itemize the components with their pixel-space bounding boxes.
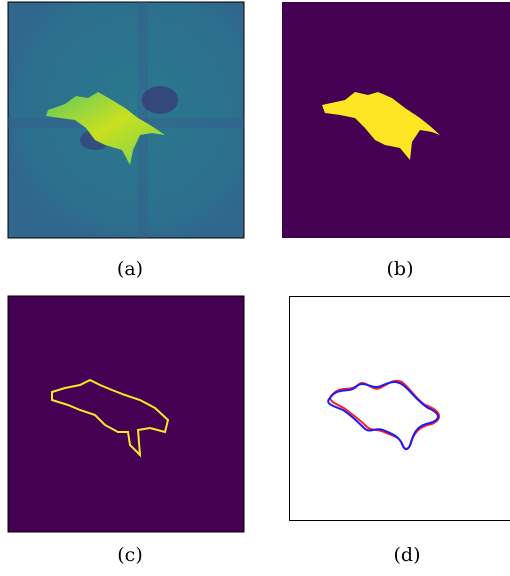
caption: (c) (117, 544, 142, 566)
caption: (a) (117, 258, 143, 280)
panel-c: (c) (8, 296, 244, 566)
image-c (8, 296, 244, 532)
image-d (290, 297, 510, 521)
caption: (b) (387, 258, 414, 280)
figure: (a) (b) (c) (d) (0, 0, 510, 576)
caption: (d) (394, 544, 421, 566)
panel-d: (d) (290, 297, 510, 567)
panel-b: (b) (282, 2, 510, 280)
dark-region (142, 86, 178, 114)
panel-a: (a) (8, 2, 244, 280)
